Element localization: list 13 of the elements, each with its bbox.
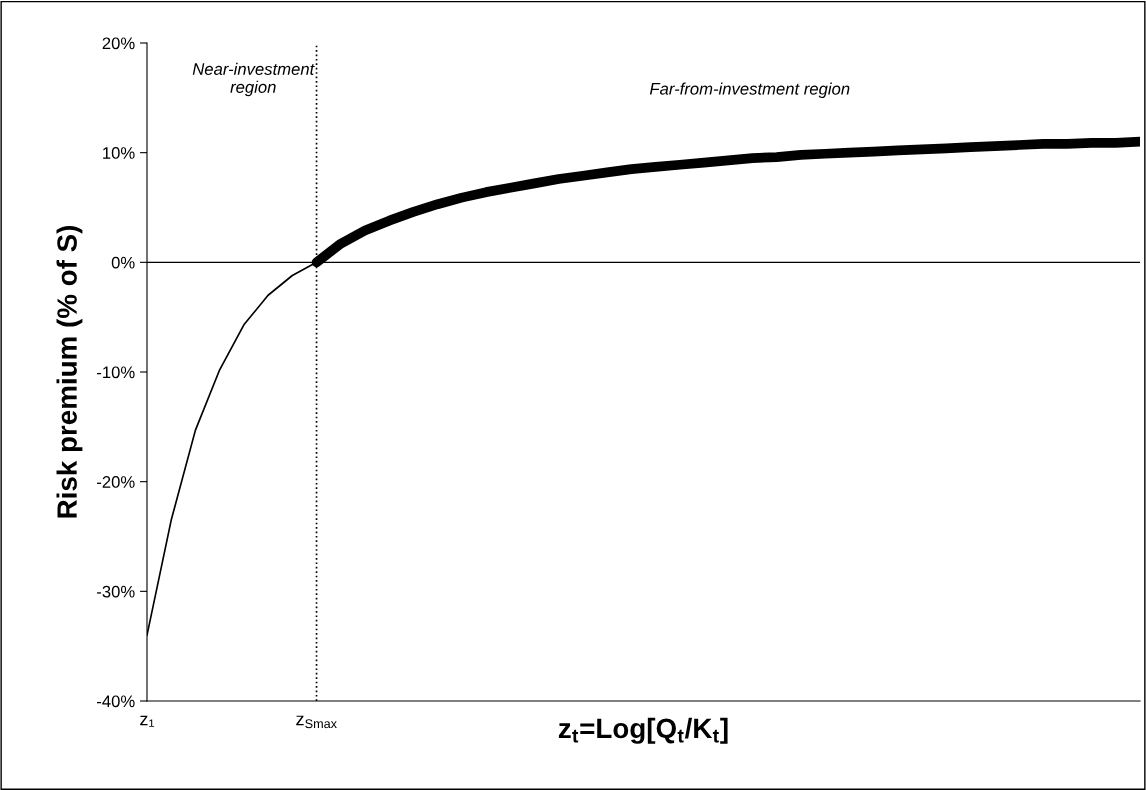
y-tick-label: -30%	[97, 585, 135, 598]
y-tick-label: 0%	[111, 256, 135, 269]
x-tick-label: z₁	[140, 715, 155, 727]
y-tick-label: 20%	[102, 37, 135, 50]
annotation: Near-investment region	[192, 62, 315, 97]
x-axis-title: z$_{t}$=Log[Q$_{t}$/K$_{t}$]	[558, 717, 728, 744]
x-tick-label: z$_{Smax}$	[296, 715, 337, 729]
y-tick-label: -20%	[97, 476, 135, 488]
y-tick-label: -10%	[97, 366, 135, 379]
y-tick-label: 10%	[103, 147, 135, 159]
y-tick-label: -40%	[97, 695, 135, 708]
annotation: Far-from-investment region	[649, 82, 850, 99]
y-axis-title: Risk premium (% of S)	[56, 225, 83, 518]
